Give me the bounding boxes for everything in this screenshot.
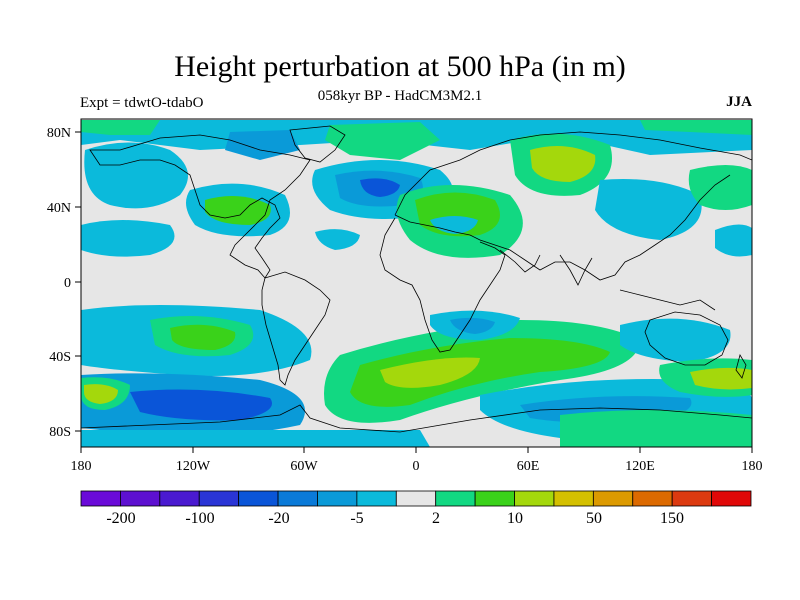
colorbar-swatch: [356, 490, 397, 507]
colorbar-swatch: [395, 490, 437, 507]
x-tick-label: 60W: [290, 459, 318, 474]
colorbar-swatch: [159, 490, 200, 507]
x-tick-label: 120W: [176, 459, 211, 474]
contour-atlantic-blue-small: [315, 229, 360, 250]
coast-north-america: [89, 134, 311, 279]
map-title: Height perturbation at 500 hPa (in m): [174, 50, 626, 83]
coast-europe-south: [394, 174, 731, 281]
contour-arctic-blue-center: [225, 130, 300, 160]
colorbar-label: 50: [586, 510, 602, 527]
contour-south-atlantic-green-core: [380, 357, 480, 388]
colorbar-swatch: [553, 490, 594, 507]
contour-fields: [81, 120, 752, 447]
contour-south-pacific-green-inner: [170, 324, 236, 350]
contour-east-green-inner: [690, 367, 752, 390]
contour-asia-blue: [595, 179, 702, 240]
colorbar-swatch: [317, 490, 358, 507]
coast-europe: [394, 131, 752, 216]
colorbar-label: -5: [350, 510, 363, 527]
contour-north-america-green-inner: [205, 196, 271, 225]
contour-arctic-green-center: [325, 122, 440, 160]
contour-south-atlantic-green-mid: [350, 338, 610, 407]
y-tick-label: 40S: [49, 350, 71, 365]
contour-tropical-blue-east: [715, 224, 752, 257]
colorbar-swatch: [435, 490, 476, 507]
x-tick-labels: 180 120W 60W 0 60E 120E 180: [71, 459, 763, 474]
colorbar-swatch: [632, 490, 673, 507]
coast-india: [559, 254, 593, 286]
contour-siberia-green-inner: [530, 146, 596, 182]
coast-se-asia: [619, 289, 716, 311]
x-tick-label: 120E: [625, 459, 655, 474]
colorbar-swatch: [514, 490, 555, 507]
colorbar-labels: -200 -100 -20 -5 2 10 50 150: [106, 510, 684, 527]
coast-new-zealand: [735, 353, 747, 379]
x-tick-label: 180: [71, 459, 92, 474]
colorbar-swatch: [592, 490, 634, 507]
colorbar-swatch: [277, 490, 318, 507]
map-subtitle: 058kyr BP - HadCM3M2.1: [317, 88, 483, 104]
coastlines: [81, 125, 752, 433]
colorbar-label: 10: [507, 510, 523, 527]
y-tick-label: 40N: [47, 201, 71, 216]
coast-africa: [379, 217, 506, 353]
x-tick-label: 0: [413, 459, 420, 474]
colorbar-swatch: [80, 490, 121, 507]
contour-antarctic-blue: [81, 430, 430, 447]
y-tick-label: 80S: [49, 425, 71, 440]
x-tick-label: 180: [742, 459, 763, 474]
colorbar-label: 2: [432, 510, 440, 527]
y-tick-labels: 80N 40N 0 40S 80S: [47, 126, 71, 440]
y-tick-label: 0: [64, 276, 71, 291]
map-axes: [75, 131, 753, 453]
y-tick-label: 80N: [47, 126, 71, 141]
colorbar-swatch: [238, 490, 279, 507]
colorbar-swatch: [120, 490, 161, 507]
contour-europe-core: [430, 216, 478, 234]
contour-arctic-green-west: [81, 120, 160, 135]
contour-tropical-blue-west: [81, 220, 175, 257]
colorbar-swatch: [711, 490, 752, 507]
coast-australia: [644, 311, 729, 366]
contour-australia-blue: [620, 318, 731, 362]
colorbar-label: -100: [185, 510, 214, 527]
contour-arctic-green-east: [640, 120, 752, 135]
colorbar-label: -200: [106, 510, 135, 527]
colorbar-swatch: [671, 490, 712, 507]
colorbar-swatch: [198, 490, 240, 507]
colorbar-swatch: [474, 490, 515, 507]
coast-south-america: [261, 271, 331, 386]
colorbar-label: -20: [268, 510, 289, 527]
contour-north-atlantic-low-core: [360, 178, 400, 197]
contour-north-pacific-blue: [84, 142, 188, 209]
contour-ne-pacific-green: [688, 165, 752, 210]
x-tick-label: 60E: [517, 459, 540, 474]
contour-antarctic-green-east: [560, 410, 752, 447]
contour-south-indian-blue-small: [450, 317, 495, 334]
coast-antarctica: [81, 404, 752, 433]
colorbar-label: 150: [660, 510, 684, 527]
experiment-label: Expt = tdwtO-tdabO: [80, 95, 204, 111]
colorbar: [80, 490, 752, 507]
season-label: JJA: [726, 94, 752, 110]
coast-greenland: [289, 125, 346, 163]
contour-south-blue-band-core: [130, 389, 272, 421]
contour-south-green-west-inner: [84, 384, 118, 404]
coast-arabia: [499, 249, 541, 273]
